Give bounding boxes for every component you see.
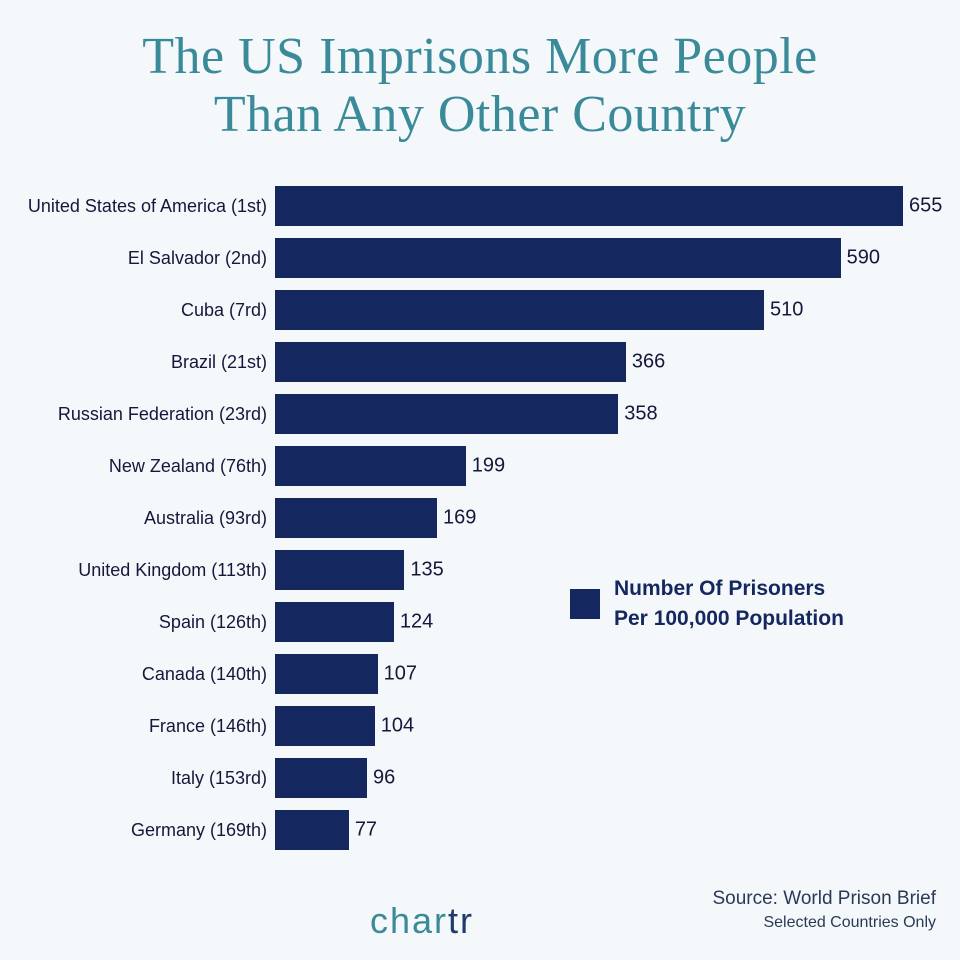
bar-label: Australia (93rd): [0, 508, 275, 529]
bar-label: New Zealand (76th): [0, 456, 275, 477]
bar: 366: [275, 342, 626, 382]
bar-value: 366: [632, 351, 665, 374]
bar-label: United Kingdom (113th): [0, 560, 275, 581]
bar-fill: [275, 394, 618, 434]
source-line-2: Selected Countries Only: [712, 914, 936, 932]
bar-fill: [275, 186, 903, 226]
bar-label: United States of America (1st): [0, 196, 275, 217]
bar-row: Brazil (21st)366: [0, 336, 960, 388]
bar: 107: [275, 654, 378, 694]
brand-part-2: tr: [448, 900, 474, 941]
bar-label: France (146th): [0, 716, 275, 737]
bar: 104: [275, 706, 375, 746]
bar-fill: [275, 550, 404, 590]
bar-label: Italy (153rd): [0, 768, 275, 789]
bar-row: Australia (93rd)169: [0, 492, 960, 544]
bar-value: 358: [624, 403, 657, 426]
bar-fill: [275, 602, 394, 642]
bar-value: 107: [384, 663, 417, 686]
source-attribution: Source: World Prison Brief Selected Coun…: [712, 888, 936, 932]
legend-text: Number Of Prisoners Per 100,000 Populati…: [614, 574, 844, 635]
bar: 199: [275, 446, 466, 486]
bar: 77: [275, 810, 349, 850]
bar-row: New Zealand (76th)199: [0, 440, 960, 492]
brand-part-1: char: [370, 900, 448, 941]
bar-label: Spain (126th): [0, 612, 275, 633]
bar-value: 590: [847, 247, 880, 270]
bar-fill: [275, 238, 841, 278]
bar: 96: [275, 758, 367, 798]
bar: 135: [275, 550, 404, 590]
bar-fill: [275, 446, 466, 486]
bar-chart: United States of America (1st)655El Salv…: [0, 180, 960, 900]
bar-row: Canada (140th)107: [0, 648, 960, 700]
chart-title: The US Imprisons More People Than Any Ot…: [0, 0, 960, 144]
legend-line-1: Number Of Prisoners: [614, 574, 844, 604]
bar: 124: [275, 602, 394, 642]
bar-row: Italy (153rd)96: [0, 752, 960, 804]
bar-label: Brazil (21st): [0, 352, 275, 373]
bar-label: Germany (169th): [0, 820, 275, 841]
bar-fill: [275, 810, 349, 850]
legend-swatch: [570, 589, 600, 619]
bar-value: 104: [381, 715, 414, 738]
bar-value: 96: [373, 767, 395, 790]
bar-row: Germany (169th)77: [0, 804, 960, 856]
bar-value: 169: [443, 507, 476, 530]
bar: 358: [275, 394, 618, 434]
bar-row: Russian Federation (23rd)358: [0, 388, 960, 440]
legend: Number Of Prisoners Per 100,000 Populati…: [570, 574, 844, 635]
source-line-1: Source: World Prison Brief: [712, 888, 936, 910]
bar: 169: [275, 498, 437, 538]
bar-row: United States of America (1st)655: [0, 180, 960, 232]
bar-label: Canada (140th): [0, 664, 275, 685]
bar-row: France (146th)104: [0, 700, 960, 752]
bar-row: Cuba (7rd)510: [0, 284, 960, 336]
bar-row: El Salvador (2nd)590: [0, 232, 960, 284]
bar-fill: [275, 342, 626, 382]
bar-fill: [275, 654, 378, 694]
bar-fill: [275, 706, 375, 746]
bar-value: 199: [472, 455, 505, 478]
bar-value: 124: [400, 611, 433, 634]
brand-logo: chartr: [370, 900, 474, 942]
bar-label: Cuba (7rd): [0, 300, 275, 321]
bar: 590: [275, 238, 841, 278]
bar-value: 135: [410, 559, 443, 582]
bar-label: El Salvador (2nd): [0, 248, 275, 269]
bar-value: 77: [355, 819, 377, 842]
bar-value: 655: [909, 195, 942, 218]
bar: 510: [275, 290, 764, 330]
bar-fill: [275, 498, 437, 538]
bar-fill: [275, 290, 764, 330]
legend-line-2: Per 100,000 Population: [614, 604, 844, 634]
title-line-1: The US Imprisons More People: [142, 28, 817, 85]
bar: 655: [275, 186, 903, 226]
bar-label: Russian Federation (23rd): [0, 404, 275, 425]
bar-value: 510: [770, 299, 803, 322]
bar-fill: [275, 758, 367, 798]
title-line-2: Than Any Other Country: [214, 86, 746, 143]
